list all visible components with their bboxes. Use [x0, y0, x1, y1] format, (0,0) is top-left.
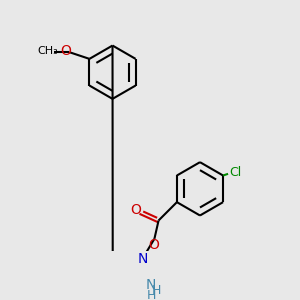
Text: H: H	[152, 284, 161, 297]
Text: N: N	[146, 278, 156, 292]
Text: Cl: Cl	[230, 166, 242, 179]
Text: N: N	[138, 252, 148, 266]
Text: O: O	[130, 203, 141, 218]
Text: H: H	[146, 289, 156, 300]
Text: CH₃: CH₃	[38, 46, 58, 56]
Text: O: O	[148, 238, 159, 252]
Text: O: O	[61, 44, 71, 58]
